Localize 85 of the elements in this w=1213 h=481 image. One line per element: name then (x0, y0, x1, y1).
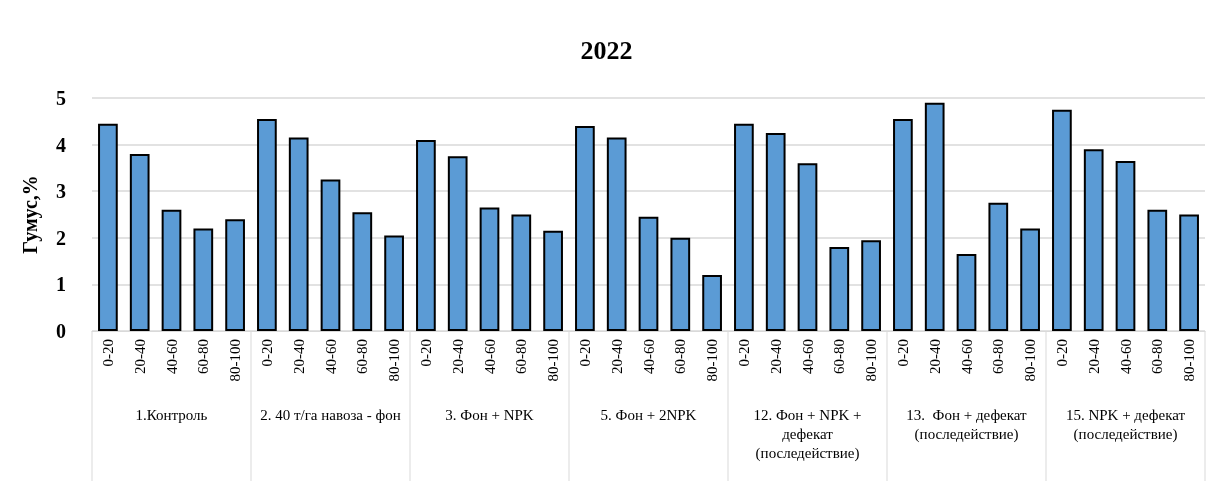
x-tick-label: 0-20 (894, 339, 911, 367)
x-tick-label: 40-60 (163, 339, 180, 374)
bar (161, 209, 182, 331)
bar (225, 219, 245, 331)
bar (257, 118, 277, 331)
bar (893, 118, 913, 331)
text: 1.Контроль (135, 406, 208, 423)
bar (511, 214, 532, 331)
bar (638, 216, 659, 331)
bar (861, 240, 881, 331)
x-tick-label: 20-40 (290, 339, 307, 374)
x-tick-label: 20-40 (1085, 339, 1102, 374)
x-tick-label: 40-60 (481, 339, 498, 374)
x-tick-label: 40-60 (322, 339, 339, 374)
x-tick-label: 0-20 (258, 339, 275, 367)
x-tick-label: 80-100 (545, 339, 562, 382)
x-tick-label: 80-100 (1022, 339, 1039, 382)
x-tick-label: 20-40 (131, 339, 148, 374)
bar (702, 275, 722, 331)
x-tick-label: 80-100 (227, 339, 244, 382)
bar (1115, 160, 1136, 331)
y-tick-label: 1 (56, 273, 66, 296)
x-tick-label: 60-80 (831, 339, 848, 374)
x-tick-label: 0-20 (417, 339, 434, 367)
x-tick-label: 60-80 (195, 339, 212, 374)
x-tick-label: 40-60 (958, 339, 975, 374)
x-tick-label: 80-100 (863, 339, 880, 382)
bar (288, 137, 309, 331)
y-tick-label: 3 (56, 180, 66, 203)
text: 5. Фон + 2NPK (600, 406, 697, 423)
bar (956, 254, 977, 331)
bar (797, 163, 818, 331)
x-tick-label: 60-80 (672, 339, 689, 374)
chart-title: 2022 (580, 35, 633, 65)
x-tick-label: 60-80 (354, 339, 371, 374)
bar (479, 207, 500, 331)
bar (352, 212, 373, 331)
bar (416, 139, 436, 331)
bar (543, 230, 563, 331)
x-tick-label: 80-100 (704, 339, 721, 382)
x-tick-label: 20-40 (926, 339, 943, 374)
bar (193, 228, 214, 331)
y-tick-label: 0 (56, 320, 66, 342)
x-tick-label: 0-20 (576, 339, 593, 367)
bar (575, 125, 595, 331)
bar (924, 102, 945, 331)
bar (1147, 209, 1168, 331)
text: 2. 40 т/га навоза - фон (260, 406, 401, 423)
bar (829, 247, 850, 331)
bar (765, 132, 786, 331)
bar (1020, 228, 1040, 331)
y-axis-title: Гумус,% (19, 175, 42, 254)
x-tick-label: 80-100 (386, 339, 403, 382)
x-tick-label: 40-60 (799, 339, 816, 374)
y-tick-label: 5 (56, 87, 66, 109)
x-tick-label: 40-60 (640, 339, 657, 374)
text: 12. Фон + NPK + дефекат (последействие) (753, 406, 862, 462)
bar (1052, 109, 1072, 331)
bar (384, 235, 404, 331)
x-tick-label: 0-20 (735, 339, 752, 367)
text: 13. Фон + дефекат (последействие) (906, 406, 1028, 443)
bar (606, 137, 627, 331)
text: 3. Фон + NPK (445, 406, 534, 423)
bar (447, 156, 468, 331)
bar (1083, 149, 1104, 331)
bar (988, 202, 1009, 331)
y-tick-label: 4 (56, 133, 66, 156)
text: 15. NPK + дефекат (последействие) (1065, 406, 1186, 443)
x-tick-label: 80-100 (1181, 339, 1198, 382)
bar (1179, 214, 1199, 331)
x-tick-label: 60-80 (1149, 339, 1166, 374)
x-tick-label: 20-40 (767, 339, 784, 374)
bar (320, 179, 341, 331)
y-tick-label: 2 (56, 226, 66, 249)
x-tick-label: 0-20 (1053, 339, 1070, 367)
x-tick-label: 60-80 (513, 339, 530, 374)
x-tick-label: 20-40 (449, 339, 466, 374)
x-tick-label: 60-80 (990, 339, 1007, 374)
bar (670, 237, 691, 331)
bar (129, 153, 150, 331)
x-tick-label: 0-20 (99, 339, 116, 367)
x-tick-label: 40-60 (1117, 339, 1134, 374)
bar (98, 123, 118, 331)
bar (734, 123, 754, 331)
x-tick-label: 20-40 (608, 339, 625, 374)
